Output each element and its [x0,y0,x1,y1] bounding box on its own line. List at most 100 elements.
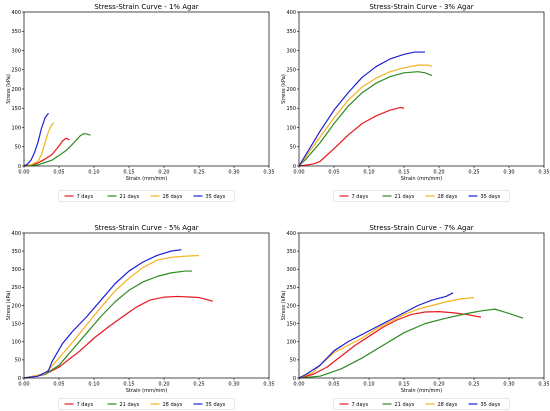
x-tick-label: 0.10 [363,382,374,388]
y-axis-label: Stress (kPa) [281,291,287,321]
y-tick-label: 300 [286,48,296,54]
x-tick-label: 0.25 [468,170,479,176]
y-tick-label: 0 [18,376,21,382]
y-tick-label: 50 [15,145,21,151]
chart-title: Stress-Strain Curve - 5% Agar [94,224,198,232]
x-tick-label: 0.30 [503,382,514,388]
y-tick-label: 0 [18,164,21,170]
series-line [298,71,433,167]
legend: 7 days 21 days 28 days 35 days [58,398,235,410]
legend-label: 21 days [395,402,415,408]
x-tick-label: 0.05 [328,382,339,388]
y-axis-label: Stress (kPa) [281,74,287,104]
chart-title: Stress-Strain Curve - 1% Agar [94,3,198,11]
legend: 7 days 21 days 28 days 35 days [58,190,235,202]
plot-frame [23,11,270,167]
x-tick-label: 0.00 [293,382,304,388]
legend-label: 35 days [481,194,501,200]
legend-label: 7 days [77,194,94,200]
legend-label: 35 days [206,402,226,408]
chart-panel-2: Stress-Strain Curve - 3% Agar 0 50 100 150 20… [281,3,550,202]
y-tick-label: 100 [286,125,296,131]
x-tick-label: 0.35 [263,170,274,176]
legend-label: 7 days [77,402,94,408]
x-tick-label: 0.25 [193,382,204,388]
y-tick-label: 50 [290,358,296,364]
series-line [23,270,192,379]
y-tick-label: 250 [11,68,21,74]
y-tick-label: 100 [11,125,21,131]
y-tick-label: 50 [290,145,296,151]
legend-label: 21 days [120,194,140,200]
y-tick-label: 300 [11,267,21,273]
legend-label: 21 days [120,402,140,408]
x-tick-label: 0.20 [158,170,169,176]
y-axis-label: Stress (kPa) [6,74,12,104]
x-tick-label: 0.30 [228,170,239,176]
chart-panel-1: Stress-Strain Curve - 1% Agar 0 50 100 150 20… [6,3,275,202]
legend-box [58,190,235,202]
y-tick-label: 300 [286,267,296,273]
legend-label: 28 days [438,402,458,408]
x-tick-label: 0.00 [293,170,304,176]
x-tick-label: 0.15 [123,170,134,176]
legend: 7 days 21 days 28 days 35 days [333,190,510,202]
y-tick-label: 200 [286,303,296,309]
legend-label: 28 days [163,194,183,200]
legend: 7 days 21 days 28 days 35 days [333,398,510,410]
x-tick-label: 0.35 [538,382,549,388]
x-tick-label: 0.10 [88,382,99,388]
x-tick-label: 0.00 [18,382,29,388]
legend-label: 35 days [206,194,226,200]
legend-box [333,398,510,410]
x-tick-label: 0.10 [88,170,99,176]
y-tick-label: 350 [286,29,296,35]
series-line [298,51,425,167]
x-tick-label: 0.35 [538,170,549,176]
y-tick-label: 250 [286,285,296,291]
x-axis-label: Strain (mm/mm) [401,176,443,182]
series-line [298,292,454,379]
chart-title: Stress-Strain Curve - 3% Agar [369,3,473,11]
x-axis-label: Strain (mm/mm) [126,388,168,394]
legend-label: 28 days [438,194,458,200]
legend-label: 28 days [163,402,183,408]
y-tick-label: 400 [11,10,21,16]
x-tick-label: 0.05 [53,170,64,176]
y-tick-label: 0 [293,164,296,170]
y-tick-label: 350 [286,249,296,255]
series-line [23,249,182,379]
y-tick-label: 250 [11,285,21,291]
y-tick-label: 250 [286,68,296,74]
series-line [23,112,49,167]
series-line [298,64,433,167]
y-tick-label: 200 [11,87,21,93]
series-line [298,311,482,379]
x-tick-label: 0.00 [18,170,29,176]
y-tick-label: 400 [286,231,296,237]
x-tick-label: 0.35 [263,382,274,388]
y-tick-label: 50 [15,358,21,364]
series-line [23,295,214,379]
y-tick-label: 150 [11,321,21,327]
series-line [298,308,524,379]
legend-box [333,190,510,202]
y-tick-label: 200 [286,87,296,93]
legend-box [58,398,235,410]
x-tick-label: 0.25 [193,170,204,176]
y-tick-label: 350 [11,249,21,255]
y-tick-label: 400 [286,10,296,16]
chart-title: Stress-Strain Curve - 7% Agar [369,224,473,232]
y-tick-label: 150 [11,106,21,112]
series-line [298,296,475,379]
x-tick-label: 0.05 [328,170,339,176]
x-tick-label: 0.10 [363,170,374,176]
x-tick-label: 0.20 [158,382,169,388]
legend-label: 7 days [352,402,369,408]
legend-label: 7 days [352,194,369,200]
x-tick-label: 0.20 [433,170,444,176]
y-tick-label: 200 [11,303,21,309]
y-tick-label: 400 [11,231,21,237]
chart-panel-3: Stress-Strain Curve - 5% Agar 0 50 100 150 20… [6,224,275,410]
series-line [298,106,405,167]
